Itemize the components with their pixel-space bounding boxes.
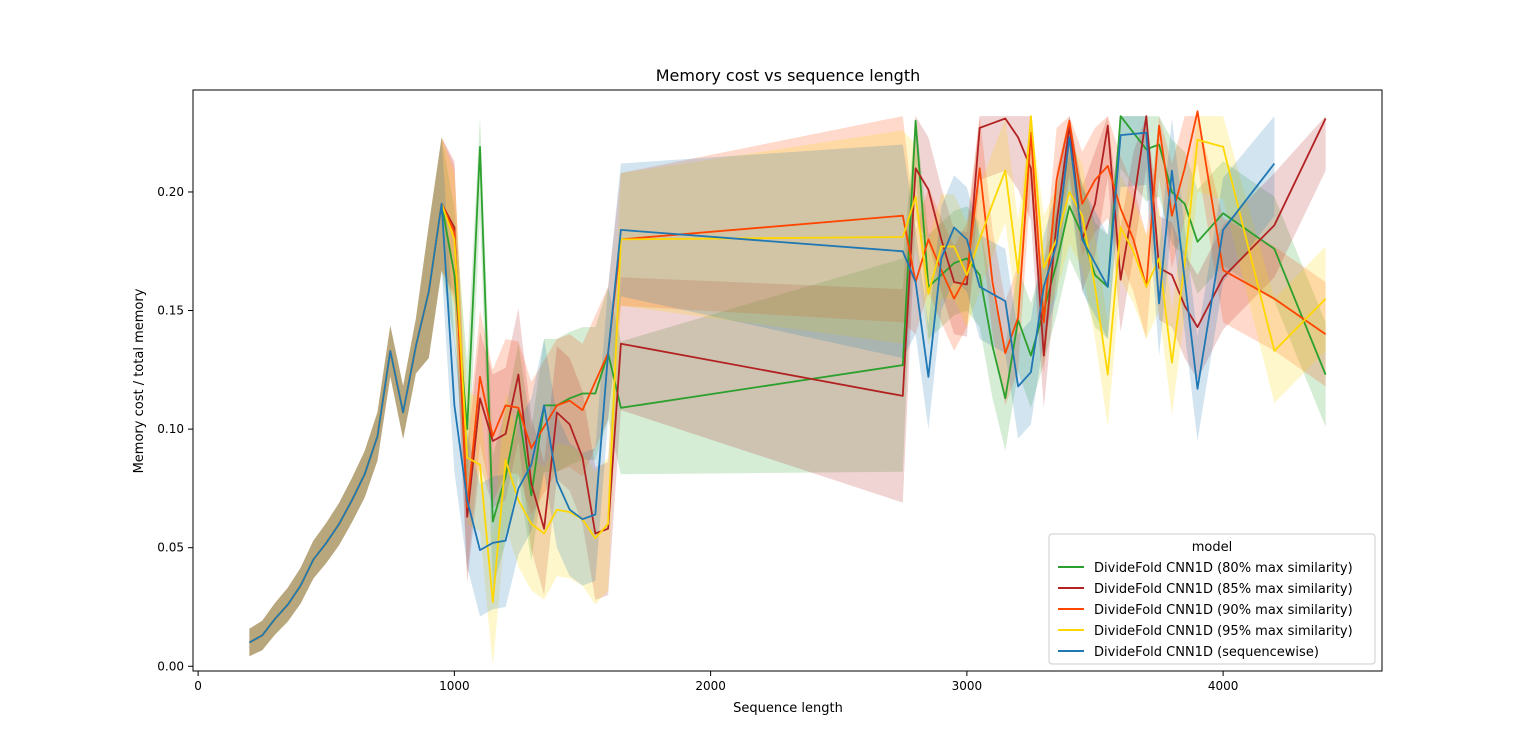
y-tick-label-2: 0.10 <box>157 422 184 436</box>
legend-entry-4: DivideFold CNN1D (95% max similarity) <box>1094 624 1353 639</box>
x-tick-label-0: 0 <box>194 679 202 693</box>
band-series-4 <box>249 116 1326 667</box>
legend-entry-2: DivideFold CNN1D (85% max similarity) <box>1094 582 1353 597</box>
x-axis: 0 1000 2000 3000 4000 <box>194 671 1238 693</box>
x-axis-label: Sequence length <box>733 701 843 716</box>
legend-box <box>1048 533 1376 665</box>
plot-frame <box>192 89 1383 672</box>
legend: model DivideFold CNN1D (80% max similari… <box>1048 533 1376 665</box>
y-tick-label-4: 0.20 <box>157 185 184 199</box>
x-tick-label-2: 2000 <box>695 679 726 693</box>
y-axis-label: Memory cost / total memory <box>132 288 147 473</box>
legend-title: model <box>1192 540 1232 555</box>
confidence-bands <box>249 116 1326 667</box>
chart-title: Memory cost vs sequence length <box>656 66 921 85</box>
y-tick-label-1: 0.05 <box>157 541 184 555</box>
y-tick-label-3: 0.15 <box>157 304 184 318</box>
x-tick-label-3: 3000 <box>952 679 983 693</box>
legend-entry-3: DivideFold CNN1D (90% max similarity) <box>1094 603 1353 618</box>
band-series-1 <box>249 116 1326 657</box>
line-series-5 <box>248 131 1276 644</box>
series-lines <box>248 110 1327 644</box>
y-axis: 0.00 0.05 0.10 0.15 0.20 <box>157 185 193 673</box>
band-series-5 <box>249 116 1275 657</box>
y-tick-label-0: 0.00 <box>157 659 184 673</box>
x-tick-label-4: 4000 <box>1208 679 1239 693</box>
band-series-2 <box>249 116 1326 657</box>
x-tick-label-1: 1000 <box>439 679 470 693</box>
legend-entry-5: DivideFold CNN1D (sequencewise) <box>1094 645 1319 660</box>
legend-entry-1: DivideFold CNN1D (80% max similarity) <box>1094 561 1353 576</box>
band-series-3 <box>249 116 1326 657</box>
